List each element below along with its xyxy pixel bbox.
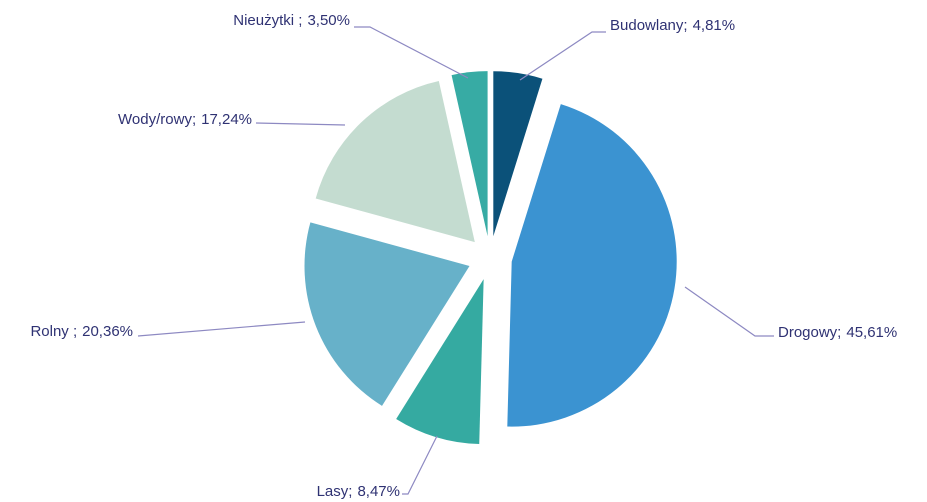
pie-slice xyxy=(507,104,677,427)
category-name: Rolny ; xyxy=(30,323,77,340)
value-label: 20,36% xyxy=(82,323,133,340)
data-label: Nieużytki ; 3,50% xyxy=(233,12,350,29)
pie-slice xyxy=(304,222,470,406)
data-label: Budowlany; 4,81% xyxy=(610,17,735,34)
value-label: 4,81% xyxy=(693,17,736,34)
leader-line xyxy=(402,435,438,495)
pie-slice xyxy=(493,71,543,237)
data-label: Wody/rowy; 17,24% xyxy=(118,111,252,128)
pie-slice xyxy=(315,81,475,243)
leader-line xyxy=(519,31,606,81)
leader-line xyxy=(684,286,774,337)
data-label: Lasy; 8,47% xyxy=(317,483,400,500)
category-name: Lasy; xyxy=(317,483,353,500)
pie-slice xyxy=(451,71,488,237)
category-name: Drogowy; xyxy=(778,324,841,341)
value-label: 17,24% xyxy=(201,111,252,128)
data-label: Drogowy; 45,61% xyxy=(778,324,897,341)
leader-line xyxy=(255,122,346,126)
leader-line xyxy=(354,26,469,79)
category-name: Budowlany; xyxy=(610,17,688,34)
leader-line xyxy=(137,321,306,337)
category-name: Wody/rowy; xyxy=(118,111,196,128)
data-label: Rolny ; 20,36% xyxy=(30,323,133,340)
category-name: Nieużytki ; xyxy=(233,12,302,29)
value-label: 45,61% xyxy=(846,324,897,341)
pie-slice xyxy=(396,279,484,445)
value-label: 8,47% xyxy=(357,483,400,500)
value-label: 3,50% xyxy=(307,12,350,29)
